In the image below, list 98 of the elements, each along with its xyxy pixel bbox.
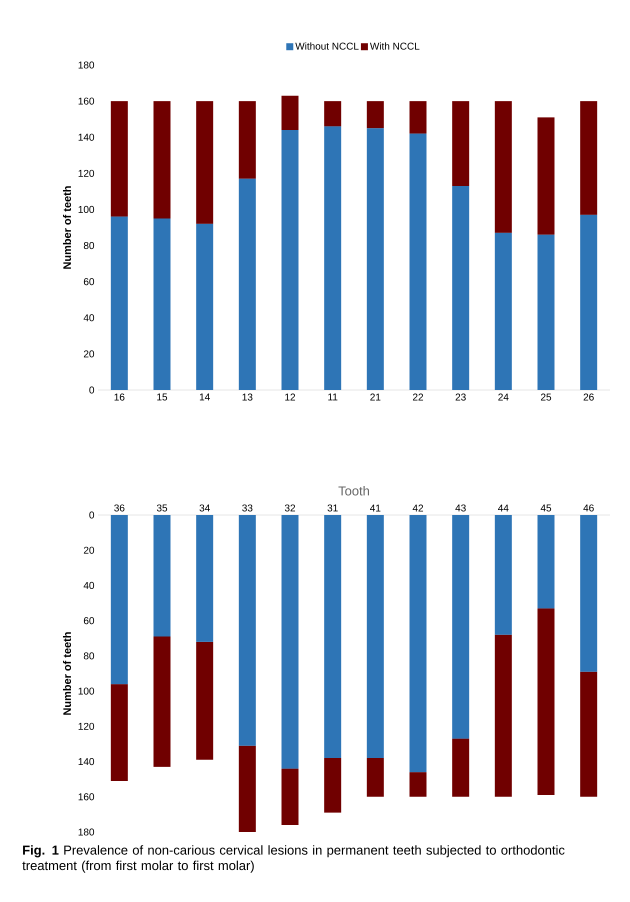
bar [538,234,554,390]
y-tick-label: 120 [78,170,94,177]
y-tick-label: 80 [84,242,94,250]
bar [410,101,426,134]
y-tick-label: 60 [84,617,94,624]
y-tick-label: 180 [78,828,94,836]
y-tick-label: 180 [78,61,94,69]
y-tick-label: 20 [84,546,94,554]
bar [580,101,598,215]
x-axis-title: Tooth [338,486,370,496]
bar [538,608,554,796]
bar [154,101,170,218]
bar [282,96,298,130]
y-axis-title: Number of teeth [62,186,72,269]
bar [452,515,470,739]
bar [196,101,214,224]
bar [538,117,554,235]
x-tick-label: 16 [114,394,124,401]
x-tick-label: 22 [412,394,424,400]
x-tick-label: 15 [157,394,168,400]
y-tick-label: 100 [78,688,94,695]
y-tick-label: 140 [78,134,94,141]
x-tick-label: 23 [456,394,466,401]
legend-label: Without NCCL [295,42,359,50]
bar [282,515,298,769]
y-tick-label: 120 [78,722,94,730]
bar [154,515,170,637]
bar [196,224,214,390]
bar [580,672,598,797]
bar [452,186,470,390]
bar [196,515,214,642]
bar [282,130,298,390]
x-tick-label: 45 [540,504,552,512]
x-tick-label: 24 [498,394,509,400]
x-tick-label: 14 [200,394,210,400]
bar [580,515,598,672]
x-tick-label: 21 [370,394,380,400]
bar [410,515,426,772]
bar [494,634,512,797]
bar [366,128,384,390]
bar [538,515,554,608]
x-tick-label: 42 [412,504,424,512]
y-tick-label: 100 [78,206,94,213]
text: Fig. 1 Prevalence of non-carious cervical lesions in permanent teeth subjected to orthodontic treatment (from first molar to first molar) [22,845,565,873]
bar [324,126,342,390]
bar [366,758,384,797]
bar [494,515,512,635]
bar [324,758,342,813]
bar [366,515,384,758]
y-tick-label: 0 [89,511,94,519]
y-tick-label: 0 [89,386,94,394]
bar [324,515,342,758]
x-tick-label: 12 [285,394,296,400]
bar [452,738,470,797]
bar [410,772,426,797]
bar [238,746,256,832]
bar [110,684,128,781]
bar [238,178,256,390]
x-tick-label: 41 [370,504,380,512]
bar [196,642,214,760]
x-tick-label: 34 [200,504,210,512]
x-tick-label: 43 [455,504,466,512]
y-axis-title: Number of teeth [62,632,72,715]
bar [580,214,598,390]
y-tick-label: 40 [84,582,94,589]
bar [110,515,128,684]
x-tick-label: 36 [114,504,124,512]
bar [324,101,342,126]
x-tick-label: 13 [242,394,252,401]
bar [154,218,170,390]
bar [238,101,256,179]
bar [410,134,426,390]
y-tick-label: 160 [78,793,94,800]
bar [110,216,128,390]
bar [238,515,256,746]
bar [154,636,170,767]
bar [282,768,298,825]
y-tick-label: 140 [78,758,94,766]
bar [494,101,512,233]
x-tick-label: 44 [498,504,509,512]
x-tick-label: 31 [328,504,338,512]
y-tick-label: 20 [84,350,94,358]
bar [110,101,128,217]
bar [366,101,384,128]
x-tick-label: 11 [328,394,338,400]
x-tick-label: 46 [583,504,594,512]
x-tick-label: 26 [584,394,594,401]
legend-label: With NCCL [370,42,420,50]
x-tick-label: 25 [540,394,552,401]
bar [494,232,512,390]
bar [452,101,470,186]
y-tick-label: 40 [84,314,94,322]
x-tick-label: 35 [156,504,168,512]
y-tick-label: 60 [84,278,94,286]
y-tick-label: 160 [78,98,94,105]
x-tick-label: 32 [284,504,296,512]
y-tick-label: 80 [84,652,94,660]
x-tick-label: 33 [242,504,252,512]
